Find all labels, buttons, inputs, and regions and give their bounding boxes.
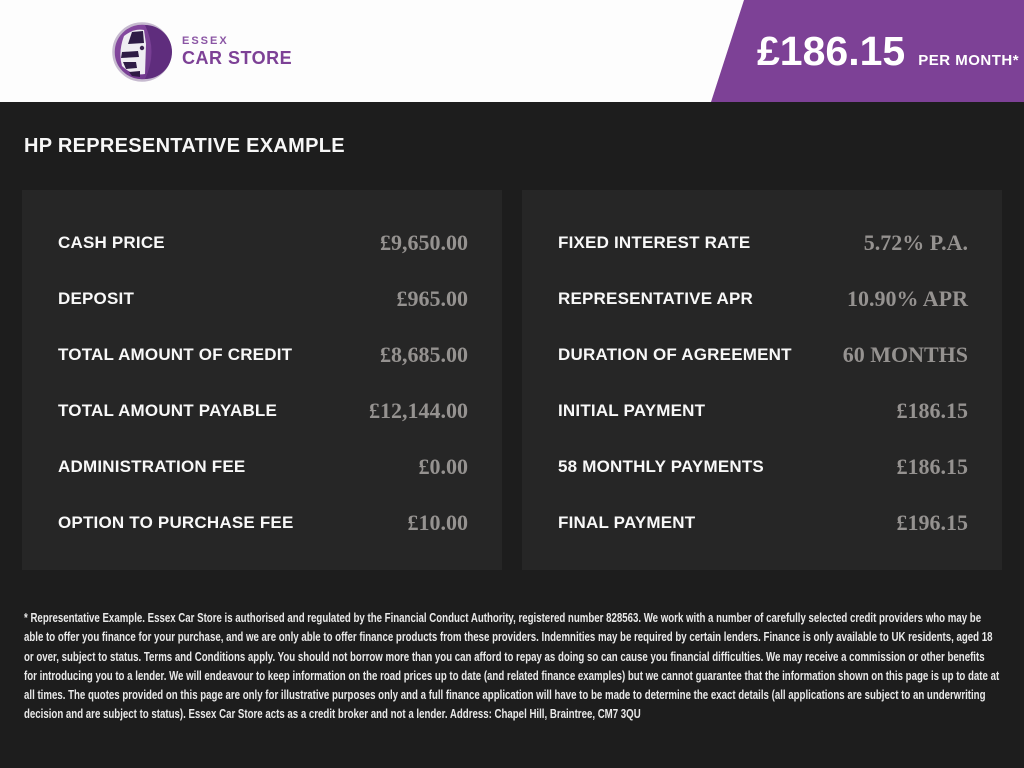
finance-row: FIXED INTEREST RATE 5.72% P.A. (558, 215, 968, 271)
price-banner: £186.15 PER MONTH* (711, 0, 1024, 102)
row-value: 10.90% APR (847, 286, 968, 311)
row-label: CASH PRICE (58, 233, 165, 252)
finance-row: FINAL PAYMENT £196.15 (558, 495, 968, 551)
monthly-price: £186.15 (757, 28, 906, 74)
brand: ESSEX CAR STORE (112, 22, 292, 82)
row-label: OPTION TO PURCHASE FEE (58, 513, 294, 532)
finance-row: ADMINISTRATION FEE £0.00 (58, 439, 468, 495)
row-label: TOTAL AMOUNT PAYABLE (58, 401, 278, 420)
row-value: 5.72% P.A. (863, 230, 968, 255)
row-value: £10.00 (407, 510, 469, 535)
finance-row: CASH PRICE £9,650.00 (58, 215, 468, 271)
row-value: £8,685.00 (380, 342, 468, 367)
finance-row: DURATION OF AGREEMENT 60 MONTHS (558, 327, 968, 383)
finance-row: 58 MONTHLY PAYMENTS £186.15 (558, 439, 968, 495)
brand-name: ESSEX CAR STORE (182, 35, 292, 69)
finance-panel-left: CASH PRICE £9,650.00 DEPOSIT £965.00 TOT… (22, 190, 502, 570)
brand-name-bottom: CAR STORE (182, 48, 293, 68)
row-value: £186.15 (896, 398, 969, 423)
finance-row: REPRESENTATIVE APR 10.90% APR (558, 271, 968, 327)
row-value: £196.15 (896, 510, 969, 535)
finance-row: TOTAL AMOUNT PAYABLE £12,144.00 (58, 383, 468, 439)
row-label: TOTAL AMOUNT OF CREDIT (58, 345, 293, 364)
row-label: ADMINISTRATION FEE (58, 457, 246, 476)
row-value: £0.00 (418, 454, 469, 479)
finance-row: INITIAL PAYMENT £186.15 (558, 383, 968, 439)
price-period-label: PER MONTH* (918, 52, 1020, 69)
finance-row: OPTION TO PURCHASE FEE £10.00 (58, 495, 468, 551)
row-label: DURATION OF AGREEMENT (558, 345, 792, 364)
finance-row: DEPOSIT £965.00 (58, 271, 468, 327)
row-value: 60 MONTHS (842, 342, 968, 367)
row-value: £186.15 (896, 454, 969, 479)
page-title: HP REPRESENTATIVE EXAMPLE (24, 135, 345, 157)
row-label: FIXED INTEREST RATE (558, 233, 751, 252)
row-label: INITIAL PAYMENT (558, 401, 706, 420)
finance-row: TOTAL AMOUNT OF CREDIT £8,685.00 (58, 327, 468, 383)
row-value: £965.00 (396, 286, 469, 311)
row-label: REPRESENTATIVE APR (558, 289, 754, 308)
disclaimer-text: * Representative Example. Essex Car Stor… (24, 610, 1000, 722)
row-value: £12,144.00 (369, 398, 468, 423)
row-value: £9,650.00 (380, 230, 468, 255)
finance-panel-right: FIXED INTEREST RATE 5.72% P.A. REPRESENT… (522, 190, 1002, 570)
row-label: FINAL PAYMENT (558, 513, 696, 532)
row-label: 58 MONTHLY PAYMENTS (558, 457, 764, 476)
row-label: DEPOSIT (58, 289, 135, 308)
brand-name-top: ESSEX (182, 35, 229, 47)
car-logo-icon (112, 22, 172, 82)
finance-panels: CASH PRICE £9,650.00 DEPOSIT £965.00 TOT… (22, 190, 1002, 570)
header: ESSEX CAR STORE £186.15 PER MONTH* (0, 0, 1024, 102)
